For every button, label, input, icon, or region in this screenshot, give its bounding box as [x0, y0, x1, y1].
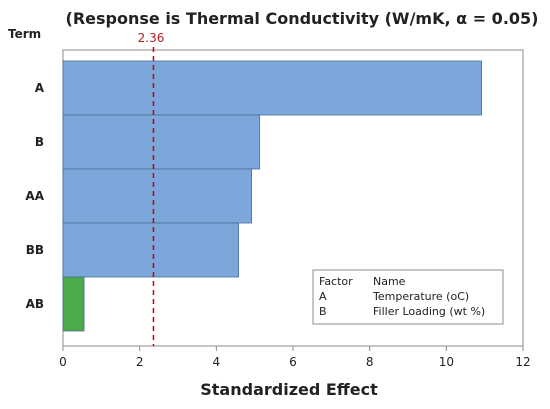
reference-line-label: 2.36	[138, 31, 165, 45]
x-tick-label: 2	[136, 355, 144, 369]
x-tick-label: 4	[213, 355, 221, 369]
category-label-a: A	[35, 81, 45, 95]
x-axis-ticks: 0 2 4 6 8 10 12	[59, 346, 531, 369]
category-label-ab: AB	[26, 297, 44, 311]
legend: Factor Name A Temperature (oC) B Filler …	[312, 269, 504, 325]
legend-row-a-factor: A	[319, 290, 327, 303]
legend-row-a-name: Temperature (oC)	[372, 290, 469, 303]
legend-box	[312, 269, 504, 325]
legend-header-factor: Factor	[319, 275, 353, 288]
category-label-bb: BB	[26, 243, 44, 257]
bars-layer	[62, 60, 483, 332]
x-tick-label: 10	[439, 355, 454, 369]
category-label-b: B	[35, 135, 44, 149]
bar-b	[62, 114, 261, 170]
x-tick-label: 8	[366, 355, 374, 369]
bar-ab	[62, 276, 85, 332]
bar-a	[62, 60, 483, 116]
bar-bb	[62, 222, 239, 278]
legend-header-name: Name	[373, 275, 406, 288]
chart-title: (Response is Thermal Conductivity (W/mK,…	[66, 9, 539, 28]
legend-row-b-name: Filler Loading (wt %)	[373, 305, 485, 318]
y-axis-header: Term	[8, 27, 41, 41]
x-tick-label: 6	[289, 355, 297, 369]
x-tick-label: 12	[515, 355, 530, 369]
legend-row-b-factor: B	[319, 305, 327, 318]
x-axis-label: Standardized Effect	[200, 380, 378, 399]
category-label-aa: AA	[25, 189, 44, 203]
x-tick-label: 0	[59, 355, 67, 369]
bar-aa	[62, 168, 253, 224]
